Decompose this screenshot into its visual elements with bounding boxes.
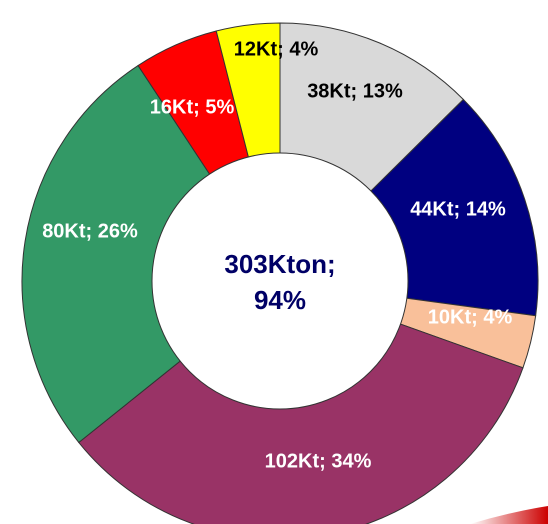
donut-hole <box>151 152 409 410</box>
center-label: 303Kton; <box>224 249 335 279</box>
data-label: 12Kt; 4% <box>234 38 319 60</box>
data-label: 80Kt; 26% <box>42 220 138 242</box>
data-label: 10Kt; 4% <box>428 306 513 328</box>
decoration <box>470 506 548 524</box>
center-label: 94% <box>254 285 306 315</box>
data-label: 38Kt; 13% <box>307 80 403 102</box>
data-label: 44Kt; 14% <box>410 198 506 220</box>
data-label: 16Kt; 5% <box>150 96 235 118</box>
data-label: 102Kt; 34% <box>265 450 372 472</box>
slice <box>21 64 281 444</box>
labels: 38Kt; 13% 44Kt; 14% 10Kt; 4% 102Kt; 34% 80Kt… <box>42 38 512 472</box>
